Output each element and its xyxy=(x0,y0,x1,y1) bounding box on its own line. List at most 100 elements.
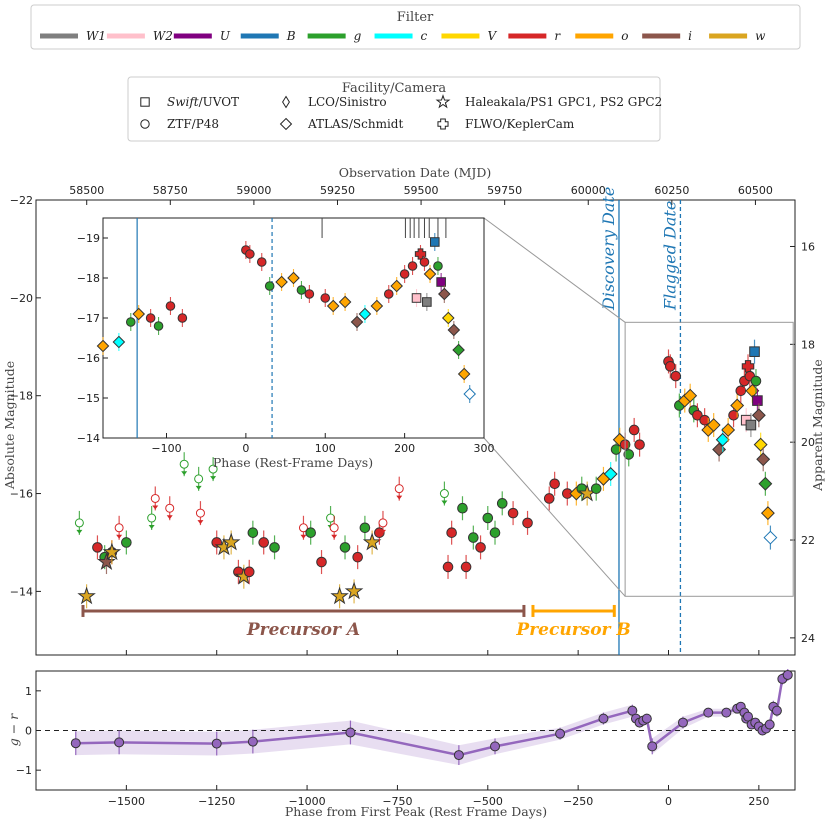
right-y-ticklabel: 18 xyxy=(801,338,815,351)
circle-marker xyxy=(269,542,280,553)
color-point xyxy=(641,713,652,724)
data-point xyxy=(623,442,635,467)
inset-x-ticklabel: 200 xyxy=(394,442,415,455)
upper-limit-arrow xyxy=(396,495,403,500)
diamond-marker xyxy=(338,295,352,309)
upper-limit-arrow xyxy=(441,500,448,505)
upper-limit-marker xyxy=(150,493,160,503)
inset-data-point xyxy=(153,317,164,335)
upper-limit-arrow xyxy=(166,515,173,520)
circle-marker xyxy=(433,261,443,271)
data-point xyxy=(329,515,339,540)
data-point xyxy=(258,530,270,555)
data-point xyxy=(706,413,721,438)
filter-legend-entry-U: U xyxy=(173,29,231,43)
inset-y-ticklabel: −18 xyxy=(77,272,100,285)
circle-marker xyxy=(92,542,103,553)
diamond-marker xyxy=(721,422,736,437)
facility-label-text: LCO/Sinistro xyxy=(308,95,387,109)
inset-data-point xyxy=(419,253,430,271)
diamond-marker xyxy=(358,307,372,321)
diamond-marker xyxy=(447,323,461,337)
facility-legend-entry-diamond: ATLAS/Schmidt xyxy=(279,117,403,131)
circle-marker xyxy=(507,507,519,519)
filter-legend-entry-V: V xyxy=(441,29,497,43)
inset-x-ticklabel: −100 xyxy=(151,442,181,455)
right-y-axis-label: Apparent Magnitude xyxy=(810,359,825,492)
circle-marker xyxy=(243,566,255,578)
data-point xyxy=(665,354,676,379)
inset-data-point xyxy=(132,305,146,323)
data-point xyxy=(442,554,454,579)
facility-label-square: Swift/UVOT xyxy=(167,95,239,109)
color-point xyxy=(453,750,464,761)
upper-limit-marker xyxy=(195,508,205,518)
color-point xyxy=(771,705,782,716)
filter-legend-entry-c: c xyxy=(374,29,428,43)
circle-marker xyxy=(125,317,136,327)
top-x-axis-label: Observation Date (MJD) xyxy=(339,165,492,180)
filter-legend-entry-o: o xyxy=(575,29,629,43)
data-point xyxy=(460,554,472,579)
top-x-ticklabel: 59000 xyxy=(236,184,271,197)
color-point xyxy=(345,727,356,738)
facility-legend-title: Facility/Camera xyxy=(342,81,447,96)
inset-data-point xyxy=(326,297,340,315)
color-y-ticklabel: −1 xyxy=(16,764,32,777)
facility-label-italic: Swift xyxy=(167,95,199,109)
color-x-ticklabel: −250 xyxy=(563,795,593,808)
filter-label-o: o xyxy=(621,29,628,43)
data-point xyxy=(298,515,308,540)
upper-limit-marker xyxy=(378,518,388,528)
color-point xyxy=(211,738,222,749)
data-point xyxy=(758,471,773,496)
inset-data-point xyxy=(433,257,443,275)
facility-label-text: ZTF/P48 xyxy=(167,117,219,131)
color-point xyxy=(703,707,714,718)
color-y-ticklabel: 1 xyxy=(25,685,32,698)
vline-label: Flagged Date xyxy=(660,201,679,311)
color-point xyxy=(247,736,258,747)
filter-label-r: r xyxy=(554,29,561,43)
diamond-marker xyxy=(603,467,618,481)
circle-marker xyxy=(468,532,479,543)
data-point xyxy=(753,432,768,457)
inset-data-point xyxy=(96,337,110,355)
data-point xyxy=(165,496,175,521)
diamond-marker xyxy=(745,383,760,398)
color-panel-y-label: g − r xyxy=(6,713,21,746)
data-point xyxy=(468,525,479,550)
circle-marker xyxy=(475,542,486,553)
circle-marker xyxy=(699,414,710,426)
inset-data-point xyxy=(304,285,315,303)
star-marker xyxy=(344,581,364,600)
circle-marker xyxy=(692,409,703,421)
color-point xyxy=(764,719,775,730)
data-point xyxy=(352,545,363,570)
diamond-marker xyxy=(350,315,364,329)
facility-label-text: Haleakala/PS1 GPC1, PS2 GPC2 xyxy=(465,95,662,109)
facility-legend-entry-thin-diamond: LCO/Sinistro xyxy=(282,95,387,109)
top-x-ticklabel: 59250 xyxy=(320,184,355,197)
diamond-marker xyxy=(756,452,771,467)
diamond-marker xyxy=(715,432,730,447)
inset-data-point xyxy=(399,265,410,283)
facility-label-text: /UVOT xyxy=(199,95,239,109)
upper-limit-arrow xyxy=(197,520,204,525)
diamond-marker xyxy=(275,275,288,289)
zoom-connector xyxy=(483,217,626,323)
circle-marker xyxy=(320,293,331,303)
data-point xyxy=(489,520,501,545)
data-point xyxy=(92,535,103,560)
data-point xyxy=(247,520,259,545)
main-y-ticklabel: −14 xyxy=(10,585,33,598)
inset-data-point xyxy=(296,281,307,299)
inset-x-axis-label: Phase (Rest-Frame Days) xyxy=(213,455,373,470)
thin-diamond-icon xyxy=(282,95,290,109)
square-marker xyxy=(422,297,432,307)
upper-limit-marker xyxy=(329,523,339,533)
inset-data-point xyxy=(350,313,364,331)
diamond-marker xyxy=(96,339,110,353)
upper-limit-marker xyxy=(147,513,157,523)
